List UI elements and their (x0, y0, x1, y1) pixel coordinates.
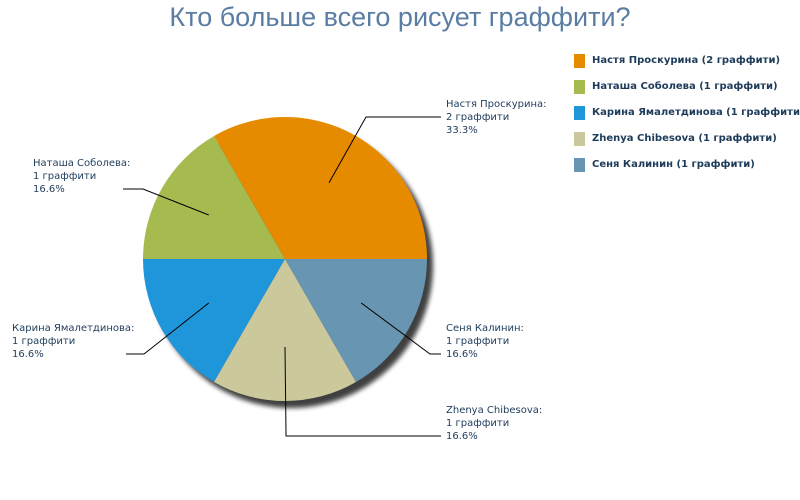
pie-slice (214, 259, 356, 401)
slice-label: Сеня Калинин: 1 граффити 16.6% (446, 323, 524, 360)
legend: Настя Проскурина (2 граффити) Наташа Собо… (574, 54, 800, 184)
legend-swatch (574, 132, 585, 146)
pie-slice (214, 117, 427, 259)
slice-label: Наташа Соболева: 1 граффити 16.6% (33, 158, 130, 195)
legend-item: Наташа Соболева (1 граффити) (574, 80, 800, 106)
pie-slice (143, 136, 285, 259)
slice-label-line: 16.6% (33, 184, 65, 195)
slice-label: Настя Проскурина: 2 граффити 33.3% (446, 99, 547, 136)
slice-label-line: 16.6% (12, 349, 44, 360)
legend-swatch (574, 54, 585, 68)
pie-slice (143, 259, 285, 382)
legend-label: Карина Ямалетдинова (1 граффити) (592, 107, 800, 118)
slice-label: Карина Ямалетдинова: 1 граффити 16.6% (12, 323, 134, 360)
slice-label-line: 33.3% (446, 125, 478, 136)
slice-label-line: Сеня Калинин: (446, 323, 524, 334)
slice-leader-line (284, 347, 441, 437)
legend-label: Настя Проскурина (2 граффити) (592, 55, 781, 66)
legend-swatch (574, 158, 585, 172)
slice-label-line: 1 граффити (33, 171, 96, 182)
slice-label-line: 1 граффити (12, 336, 75, 347)
slice-label-line: Карина Ямалетдинова: (12, 323, 134, 334)
slice-label-line: 16.6% (446, 431, 478, 442)
slice-label-line: Zhenya Chibesova: (446, 405, 542, 416)
legend-item: Zhenya Chibesova (1 граффити) (574, 132, 800, 158)
slice-leader-line (360, 302, 441, 355)
slice-label-line: 16.6% (446, 349, 478, 360)
legend-item: Настя Проскурина (2 граффити) (574, 54, 800, 80)
legend-label: Zhenya Chibesova (1 граффити) (592, 133, 777, 144)
slice-leader-line (126, 302, 210, 355)
slice-label: Zhenya Chibesova: 1 граффити 16.6% (446, 405, 542, 442)
slice-leader-line (123, 188, 209, 216)
legend-swatch (574, 106, 585, 120)
slice-label-line: Наташа Соболева: (33, 158, 130, 169)
slice-label-line: 2 граффити (446, 112, 509, 123)
legend-label: Сеня Калинин (1 граффити) (592, 159, 755, 170)
legend-item: Карина Ямалетдинова (1 граффити) (574, 106, 800, 132)
slice-label-line: 1 граффити (446, 336, 509, 347)
legend-label: Наташа Соболева (1 граффити) (592, 81, 778, 92)
pie-slice (285, 259, 427, 382)
legend-swatch (574, 80, 585, 94)
slice-label-line: Настя Проскурина: (446, 99, 547, 110)
legend-item: Сеня Калинин (1 граффити) (574, 158, 800, 184)
slice-leader-line (328, 116, 441, 184)
chart-title: Кто больше всего рисует граффити? (169, 2, 631, 32)
slice-label-line: 1 граффити (446, 418, 509, 429)
